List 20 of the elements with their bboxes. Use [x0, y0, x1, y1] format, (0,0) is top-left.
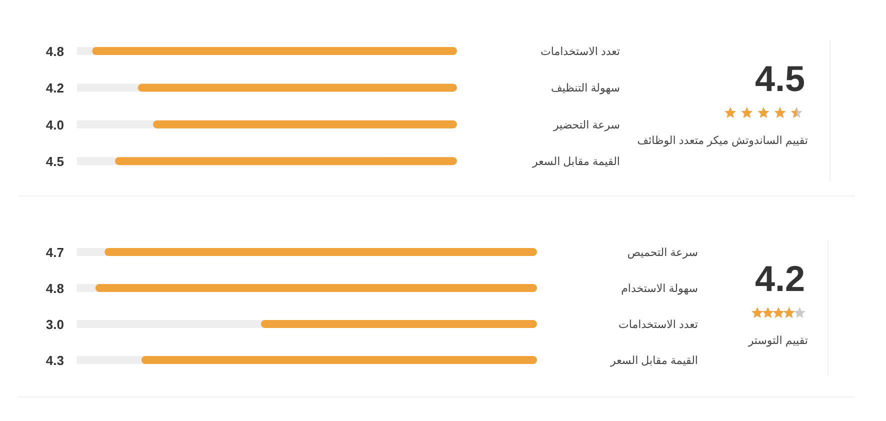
y-tick-label: القيمة مقابل السعر — [610, 355, 698, 367]
y-tick-label: القيمة مقابل السعر — [532, 156, 620, 168]
y-tick-label: تعدد الاستخدامات — [540, 46, 620, 58]
text: 4.2 — [754, 258, 805, 299]
data-label: 3.0 — [46, 317, 64, 332]
y-tick-label: سهولة الاستخدام — [621, 283, 698, 295]
data-label: 4.2 — [46, 80, 64, 96]
text: تقييم الساندوتش ميكر متعدد الوظائف — [637, 135, 808, 147]
data-label: 4.7 — [46, 245, 64, 260]
data-label: 4.3 — [46, 353, 64, 368]
data-label: 4.0 — [46, 117, 64, 132]
text: 4.5 — [754, 58, 805, 99]
data-label: 4.8 — [46, 281, 64, 296]
y-tick-label: سهولة التنظيف — [550, 82, 620, 95]
text: تقييم التوستر — [747, 335, 808, 347]
y-tick-label: سرعة التحضير — [552, 119, 620, 132]
data-label: 4.8 — [46, 44, 64, 59]
data-label: 4.5 — [46, 154, 64, 170]
y-tick-label: سرعة التحميص — [627, 247, 698, 259]
y-tick-label: تعدد الاستخدامات — [618, 319, 698, 331]
